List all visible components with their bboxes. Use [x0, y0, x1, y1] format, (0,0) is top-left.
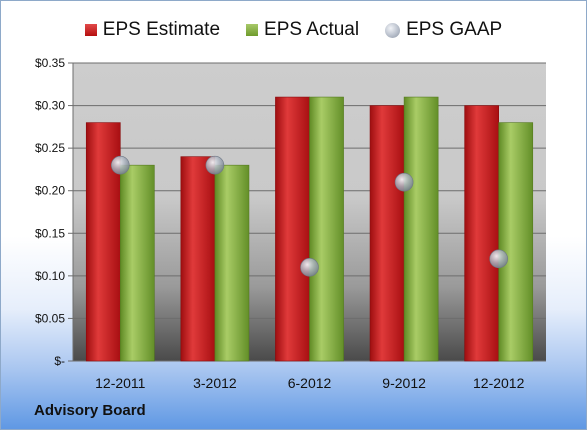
y-tick-label: $0.15: [35, 226, 65, 240]
y-tick-label: $0.20: [35, 184, 65, 198]
marker-eps-gaap: [111, 155, 130, 175]
y-tick-label: $0.05: [35, 311, 65, 325]
x-tick-label: 12-2011: [95, 375, 146, 391]
legend-item-eps-actual: EPS Actual: [246, 19, 359, 41]
bar-eps-estimate: [369, 105, 405, 362]
bar-eps-actual: [309, 96, 344, 362]
marker-eps-gaap: [300, 258, 319, 277]
y-tick-label: $0.25: [35, 141, 65, 155]
marker-eps-gaap: [205, 155, 225, 175]
bar-eps-actual: [498, 122, 534, 362]
legend-item-eps-estimate: EPS Estimate: [84, 19, 221, 41]
y-tick-label: $0.30: [35, 99, 65, 113]
legend-swatch-eps-gaap: [385, 22, 401, 38]
bar-eps-actual: [403, 96, 439, 362]
chart-legend: EPS Estimate EPS Actual EPS GAAP: [1, 17, 586, 43]
x-axis: 12-2011 3-2012 6-2012 9-2012 12-2012: [95, 375, 524, 391]
x-tick-label: 6-2012: [288, 375, 332, 391]
bar-eps-estimate: [180, 156, 216, 362]
bar-eps-estimate: [275, 96, 310, 362]
bar-eps-estimate: [464, 105, 500, 362]
marker-eps-gaap: [489, 249, 509, 269]
gaap-markers: [111, 155, 509, 277]
y-tick-label: $0.35: [35, 56, 65, 70]
y-tick-label: $-: [54, 354, 65, 368]
y-axis: $- $0.05 $0.10 $0.15 $0.20 $0.25 $0.30 $0.35: [35, 56, 74, 368]
legend-label-eps-actual: EPS Actual: [264, 19, 360, 40]
legend-label-eps-gaap: EPS GAAP: [406, 19, 503, 40]
legend-swatch-eps-actual: [246, 24, 259, 36]
marker-eps-gaap: [394, 172, 414, 192]
legend-swatch-eps-estimate: [84, 24, 97, 36]
y-tick-label: $0.10: [35, 269, 65, 283]
x-tick-label: 9-2012: [382, 375, 426, 391]
x-tick-label: 12-2012: [473, 375, 525, 391]
legend-label-eps-estimate: EPS Estimate: [102, 19, 221, 40]
x-tick-label: 3-2012: [193, 375, 237, 391]
bars: [85, 96, 534, 362]
bar-eps-actual: [214, 164, 250, 362]
legend-item-eps-gaap: EPS GAAP: [385, 19, 502, 41]
bar-eps-actual: [120, 164, 155, 362]
source-label: Advisory Board: [34, 402, 146, 419]
